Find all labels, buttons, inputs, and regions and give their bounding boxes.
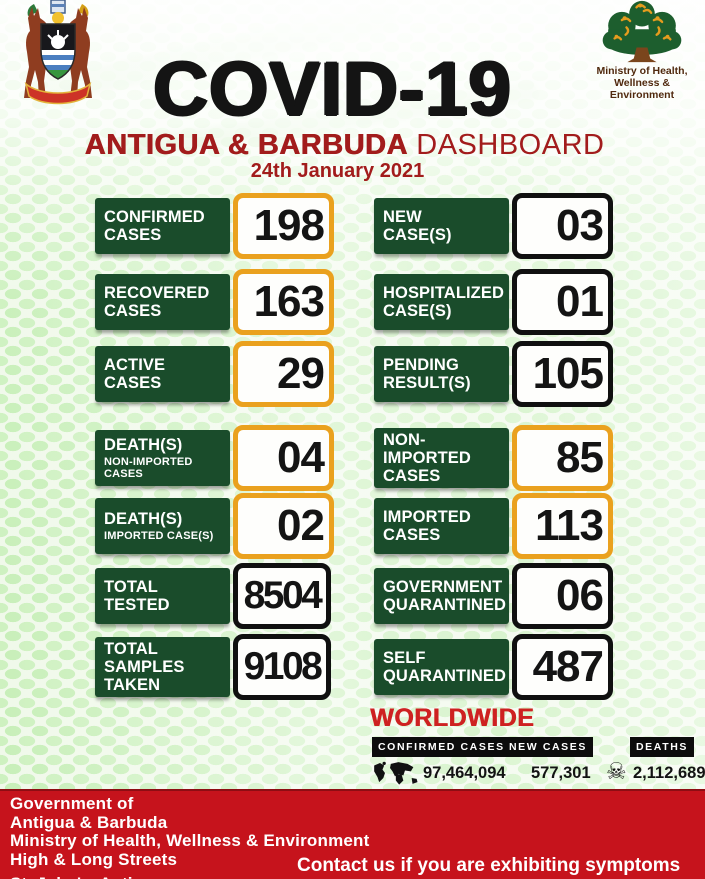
footer-line-partial: St. John's, Antigua bbox=[10, 874, 163, 879]
stat-label: PENDING RESULT(S) bbox=[374, 346, 509, 402]
ministry-logo: Ministry of Health, Wellness & Environme… bbox=[581, 0, 703, 101]
stat-label: DEATH(S) NON-IMPORTED CASES bbox=[95, 430, 230, 486]
date-label: 24th January 2021 bbox=[250, 160, 425, 182]
stat-value: 06 bbox=[512, 563, 613, 629]
footer-line: Antigua & Barbuda bbox=[10, 812, 168, 832]
stat-label: GOVERNMENT QUARANTINED bbox=[374, 568, 509, 624]
worldwide-deaths-label: DEATHS bbox=[630, 737, 694, 757]
stat-value: 02 bbox=[233, 493, 334, 559]
worldwide-section: WORLDWIDE CONFIRMED CASES NEW CASES DEAT… bbox=[370, 704, 705, 813]
stat-label: NON-IMPORTED CASES bbox=[374, 427, 509, 489]
stat-value: 03 bbox=[512, 193, 613, 259]
page-title: COVID-19 bbox=[153, 47, 512, 132]
footer-address: Government of Antigua & Barbuda Ministry… bbox=[10, 794, 370, 869]
stat-value: 9108 bbox=[233, 634, 331, 700]
stat-row-government-quarantined: GOVERNMENT QUARANTINED 06 bbox=[374, 562, 613, 630]
stat-label: TOTAL TESTED bbox=[95, 568, 230, 624]
subtitle-country: ANTIGUA & BARBUDA bbox=[84, 129, 408, 161]
footer-line: Government of bbox=[10, 794, 134, 813]
stat-value: 198 bbox=[233, 193, 334, 259]
stat-value: 487 bbox=[512, 634, 613, 700]
stat-row-deaths-imported: DEATH(S) IMPORTED CASE(S) 02 bbox=[95, 492, 334, 560]
stat-row-deaths-non-imported: DEATH(S) NON-IMPORTED CASES 04 bbox=[95, 424, 334, 492]
worldwide-deaths-value: 2,112,689 bbox=[633, 764, 705, 782]
stat-row-active-cases: ACTIVE CASES 29 bbox=[95, 340, 334, 408]
stat-value: 105 bbox=[512, 341, 613, 407]
stat-row-confirmed-cases: CONFIRMED CASES 198 bbox=[95, 192, 334, 260]
stat-label: SELF QUARANTINED bbox=[374, 639, 509, 695]
stat-value: 8504 bbox=[233, 563, 331, 629]
stat-row-total-samples: TOTAL SAMPLES TAKEN 9108 bbox=[95, 633, 331, 701]
stat-row-pending-results: PENDING RESULT(S) 105 bbox=[374, 340, 613, 408]
stat-label: NEW CASE(S) bbox=[374, 198, 509, 254]
antigua-coat-of-arms-icon bbox=[24, 0, 92, 105]
footer-contact-message: Contact us if you are exhibiting symptom… bbox=[297, 855, 681, 876]
stat-value: 04 bbox=[233, 425, 334, 491]
stat-label: RECOVERED CASES bbox=[95, 274, 230, 330]
stat-label: DEATH(S) IMPORTED CASE(S) bbox=[95, 498, 230, 554]
stat-value: 85 bbox=[512, 425, 613, 491]
stat-value: 01 bbox=[512, 269, 613, 335]
worldwide-new-label: NEW CASES bbox=[503, 737, 593, 757]
stat-label: ACTIVE CASES bbox=[95, 346, 230, 402]
stat-row-self-quarantined: SELF QUARANTINED 487 bbox=[374, 633, 613, 701]
subtitle-dashboard: DASHBOARD bbox=[407, 129, 605, 161]
stat-value: 113 bbox=[512, 493, 613, 559]
stat-row-new-cases: NEW CASE(S) 03 bbox=[374, 192, 613, 260]
worldwide-confirmed-value: 97,464,094 bbox=[423, 764, 506, 782]
skull-icon: ☠ bbox=[606, 758, 627, 784]
stat-label: CONFIRMED CASES bbox=[95, 198, 230, 254]
stat-label: HOSPITALIZED CASE(S) bbox=[374, 274, 509, 330]
world-map-icon bbox=[374, 761, 418, 785]
stat-label: IMPORTED CASES bbox=[374, 498, 509, 554]
stat-row-total-tested: TOTAL TESTED 8504 bbox=[95, 562, 331, 630]
footer-bar: Government of Antigua & Barbuda Ministry… bbox=[0, 789, 705, 879]
stat-row-imported-cases: IMPORTED CASES 113 bbox=[374, 492, 613, 560]
stat-label: TOTAL SAMPLES TAKEN bbox=[95, 636, 230, 698]
stat-value: 29 bbox=[233, 341, 334, 407]
footer-line: High & Long Streets bbox=[10, 849, 178, 869]
stat-value: 163 bbox=[233, 269, 334, 335]
worldwide-new-value: 577,301 bbox=[531, 764, 591, 782]
worldwide-confirmed-label: CONFIRMED CASES bbox=[372, 737, 511, 757]
ministry-caption-line2: Wellness & Environment bbox=[609, 77, 675, 102]
worldwide-title: WORLDWIDE bbox=[370, 704, 535, 732]
stat-row-non-imported-cases: NON-IMPORTED CASES 85 bbox=[374, 424, 613, 492]
ministry-tree-icon bbox=[602, 0, 682, 63]
footer-line: Ministry of Health, Wellness & Environme… bbox=[10, 831, 370, 851]
ministry-caption-line1: Ministry of Health, bbox=[596, 65, 688, 77]
stat-row-hospitalized: HOSPITALIZED CASE(S) 01 bbox=[374, 268, 613, 336]
stat-row-recovered-cases: RECOVERED CASES 163 bbox=[95, 268, 334, 336]
page-subtitle: ANTIGUA & BARBUDA DASHBOARD bbox=[0, 129, 689, 162]
